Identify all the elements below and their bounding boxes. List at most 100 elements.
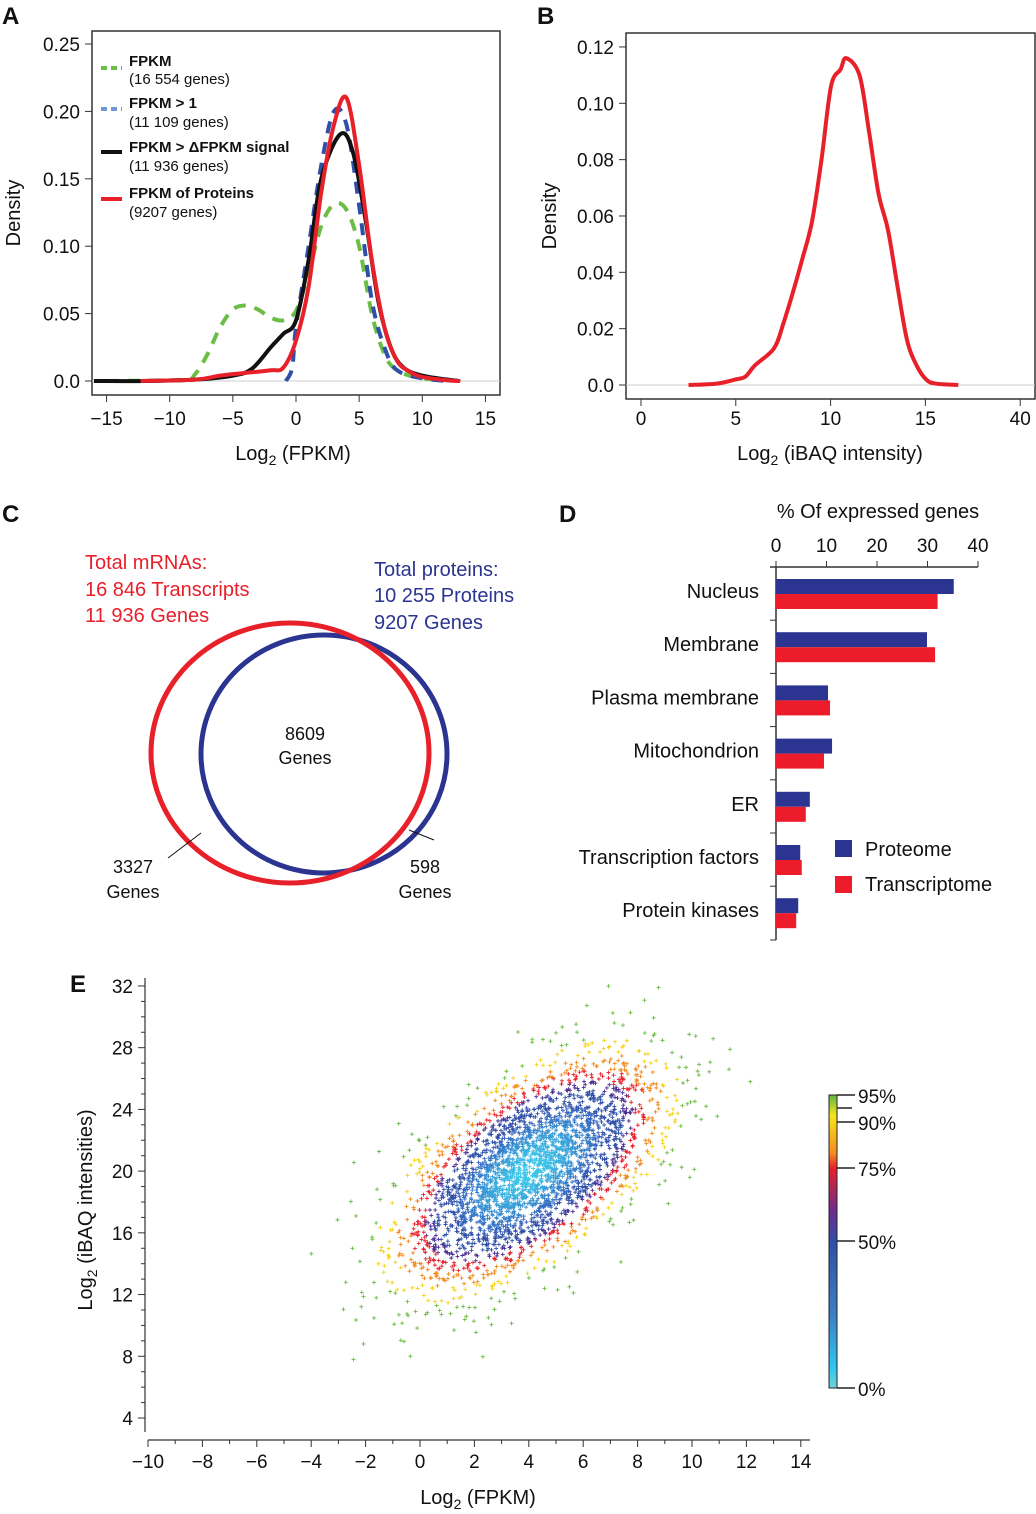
data-point [453,1150,458,1155]
data-point [440,1176,445,1181]
data-point [561,1155,566,1160]
x-tick-label: −10 [132,1452,164,1473]
data-point [575,1144,580,1149]
data-point [426,1298,431,1303]
data-point [601,1197,606,1202]
data-point [566,1183,571,1188]
data-point [555,1052,560,1057]
data-point [540,1129,545,1134]
data-point [374,1220,379,1225]
data-point [626,1094,631,1099]
data-point [415,1199,420,1204]
data-point [374,1295,379,1300]
data-point [475,1109,480,1114]
data-point [424,1196,429,1201]
data-point [590,1160,595,1165]
data-point [627,1110,632,1115]
data-point [548,1063,553,1068]
data-point [436,1149,441,1154]
data-point [504,1209,509,1214]
data-point [407,1148,412,1153]
data-point [618,1259,623,1264]
data-point [574,1152,579,1157]
data-point [609,1201,614,1206]
data-point [634,1077,639,1082]
data-point [434,1159,439,1164]
data-point [599,1180,604,1185]
data-point [548,1210,553,1215]
data-point [626,1168,631,1173]
data-point [526,1275,531,1280]
data-point [597,1175,602,1180]
data-point [466,1261,471,1266]
data-point [577,1070,582,1075]
data-point [531,1087,536,1092]
data-point [612,1079,617,1084]
data-point [564,1140,569,1145]
data-point [483,1142,488,1147]
data-point [532,1215,537,1220]
data-point [527,1164,532,1169]
x-tick-label: 0 [636,409,647,430]
data-point [560,1118,565,1123]
data-point [699,1117,704,1122]
data-point [599,1108,604,1113]
data-point [588,1170,593,1175]
data-point [554,1193,559,1198]
data-point [432,1176,437,1181]
data-point [492,1307,497,1312]
data-point [612,1107,617,1112]
data-point [613,1039,618,1044]
data-point [593,1109,598,1114]
data-point [421,1247,426,1252]
data-point [650,1097,655,1102]
data-point [511,1137,516,1142]
data-point [606,1045,611,1050]
data-point [620,1090,625,1095]
data-point [560,1108,565,1113]
data-point [536,1223,541,1228]
data-point [446,1300,451,1305]
data-point [529,1223,534,1228]
data-point [592,1133,597,1138]
data-point [437,1153,442,1158]
panel-label-e: E [70,971,86,998]
data-point [571,1290,576,1295]
data-point [580,1197,585,1202]
data-point [505,1143,510,1148]
data-point [487,1111,492,1116]
data-point [548,1096,553,1101]
data-point [565,1248,570,1253]
data-point [596,1130,601,1135]
data-point [469,1248,474,1253]
y-tick-label: 24 [112,1100,134,1121]
data-point [562,1070,567,1075]
data-point [610,1011,615,1016]
legend: FPKM (16 554 genes) FPKM > 1 (11 109 gen… [101,53,289,221]
data-point [563,1146,568,1151]
data-point [636,1081,641,1086]
data-point [507,1129,512,1134]
data-point [463,1287,468,1292]
x-tick-label: 0 [771,536,782,557]
data-point [637,1102,642,1107]
data-point [540,1245,545,1250]
y-tick-label: 0.02 [577,320,614,341]
data-point [487,1216,492,1221]
data-point [422,1276,427,1281]
data-point [572,1184,577,1189]
data-point [665,1150,670,1155]
data-point [465,1103,470,1108]
data-point [621,1103,626,1108]
data-point [643,1138,648,1143]
data-point [540,1125,545,1130]
data-point [427,1174,432,1179]
data-point [491,1108,496,1113]
data-point [493,1098,498,1103]
data-point [649,1039,654,1044]
data-point [477,1170,482,1175]
data-point [488,1148,493,1153]
data-point [453,1113,458,1118]
data-point [547,1212,552,1217]
data-point [539,1173,544,1178]
